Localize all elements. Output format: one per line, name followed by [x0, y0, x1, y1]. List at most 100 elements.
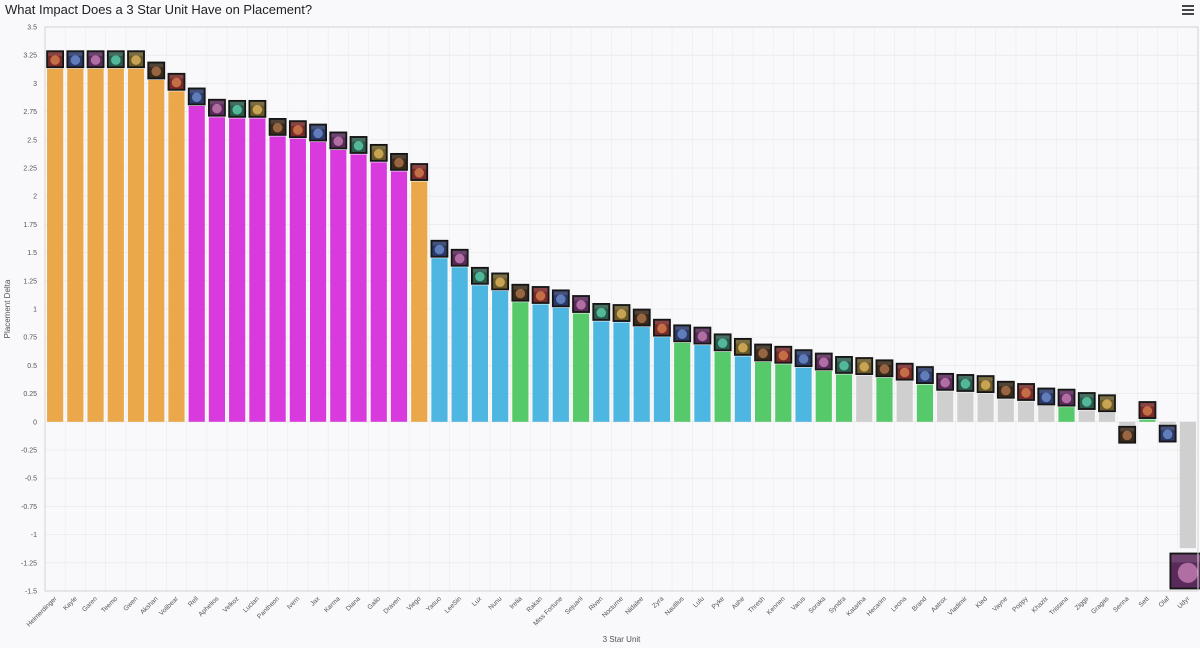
bar-miss-fortune [552, 307, 569, 422]
unit-portrait-icon [288, 120, 307, 139]
y-tick-label: 1 [33, 307, 37, 314]
x-tick-label: Akshan [139, 595, 160, 616]
x-tick-label: Garen [81, 595, 99, 613]
unit-portrait-icon [976, 375, 995, 394]
unit-portrait-icon [572, 295, 590, 313]
bar-nunu [492, 290, 509, 422]
x-tick-label: Aphelios [198, 595, 221, 618]
bar-heimerdinger [47, 68, 64, 422]
bar-akshan [148, 80, 165, 422]
bar-galio [370, 162, 387, 422]
x-tick-label: Vayne [991, 595, 1009, 613]
unit-portrait-icon [1169, 552, 1200, 590]
unit-portrait-icon [916, 366, 934, 384]
x-tick-label: LeeSin [444, 595, 464, 615]
bar-thresh [755, 362, 772, 422]
y-tick-label: -1 [31, 532, 37, 539]
bar-nidalee [633, 327, 650, 422]
y-axis-ticks: 3.5 3.25 3 2.75 2.5 2.25 2 1.75 1.5 1.25 1 0.75 0.5 0… [21, 25, 37, 596]
y-tick-label: -1.25 [21, 560, 37, 567]
bar-nocturne [613, 322, 630, 422]
x-axis-labels: Heimerdinger Kayle Garen Teemo Gwen AkshanVol… [26, 595, 1192, 629]
x-tick-label: Ivern [286, 595, 302, 611]
x-tick-label: Velkoz [222, 595, 241, 614]
unit-portrait-icon [895, 362, 914, 381]
y-tick-label: 3.25 [23, 53, 37, 60]
bar-kayle [67, 68, 84, 422]
bar-poppy [1017, 401, 1035, 422]
x-tick-label: Senna [1112, 595, 1131, 614]
bar-gwen [127, 68, 145, 422]
x-tick-label: Udyr [1177, 595, 1192, 610]
y-tick-label: 3.5 [27, 25, 37, 32]
bar-leona [896, 381, 913, 422]
unit-portrait-icon [653, 318, 671, 337]
unit-portrait-icon [208, 98, 226, 117]
unit-portrait-icon [531, 286, 550, 304]
x-tick-label: Yasuo [425, 595, 443, 613]
bar-udyr [1179, 421, 1196, 549]
bar-ashe [734, 356, 751, 422]
unit-portrait-icon [1037, 387, 1056, 406]
bar-aatrox [937, 391, 954, 422]
unit-portrait-icon [1057, 388, 1076, 407]
bar-sett [1139, 419, 1156, 422]
unit-portrait-icon [167, 72, 186, 91]
unit-portrait-icon [733, 337, 752, 356]
x-tick-label: Nunu [487, 595, 503, 611]
x-tick-label: Irelia [509, 595, 524, 610]
unit-portrait-icon [936, 372, 955, 391]
unit-portrait-icon [127, 50, 145, 69]
bar-vayne [997, 399, 1014, 422]
x-tick-label: Vladimir [947, 595, 969, 617]
x-tick-label: Heimerdinger [26, 595, 60, 629]
y-tick-label: -0.25 [21, 448, 37, 455]
unit-portrait-icon [632, 308, 651, 327]
unit-portrait-icon [612, 304, 631, 322]
bar-brand [916, 384, 934, 422]
x-tick-label: Teemo [100, 595, 119, 614]
y-tick-label: -1.5 [25, 589, 37, 596]
bar-tristana [1058, 407, 1075, 422]
x-tick-label: Rell [187, 595, 200, 608]
x-tick-label: Katarina [845, 595, 868, 618]
x-tick-label: Lucian [242, 595, 261, 614]
y-tick-label: 2 [33, 194, 37, 201]
bar-kennen [775, 364, 792, 422]
unit-portrait-icon [450, 248, 469, 267]
bar-olaf [1159, 421, 1176, 425]
hamburger-menu-icon[interactable] [1182, 5, 1194, 15]
x-tick-label: Gwen [122, 595, 139, 612]
x-tick-label: Sett [1138, 595, 1151, 608]
bar-ziggs [1078, 410, 1095, 422]
bar-leesin [451, 267, 468, 422]
unit-portrait-icon [754, 343, 772, 362]
y-tick-label: -0.75 [21, 504, 37, 511]
unit-portrait-icon [349, 136, 368, 154]
unit-portrait-icon [228, 99, 247, 118]
bar-hecarim [876, 377, 893, 422]
x-tick-label: Tristana [1048, 595, 1070, 617]
y-tick-label: 1.5 [27, 250, 37, 257]
x-tick-label: Pyke [711, 595, 727, 611]
y-tick-label: 0.75 [23, 335, 37, 342]
unit-portrait-icon [66, 50, 85, 69]
x-tick-label: Varus [790, 595, 807, 612]
bar-pyke [714, 351, 731, 422]
x-tick-label: Leona [890, 595, 908, 613]
x-axis-title: 3 Star Unit [603, 635, 642, 644]
x-tick-label: Rakan [526, 595, 545, 614]
bar-lux [471, 285, 488, 422]
bar-riven [593, 321, 610, 422]
x-tick-label: Karma [323, 595, 342, 614]
unit-portrait-icon [956, 374, 975, 392]
bar-teemo [107, 68, 124, 422]
bar-lulu [694, 345, 711, 422]
x-tick-label: Lulu [692, 595, 706, 609]
x-tick-label: Thresh [747, 595, 767, 615]
y-tick-label: 0.25 [23, 391, 37, 398]
unit-portrait-icon [794, 349, 813, 368]
unit-portrait-icon [248, 99, 267, 118]
x-tick-label: Jax [309, 595, 322, 608]
